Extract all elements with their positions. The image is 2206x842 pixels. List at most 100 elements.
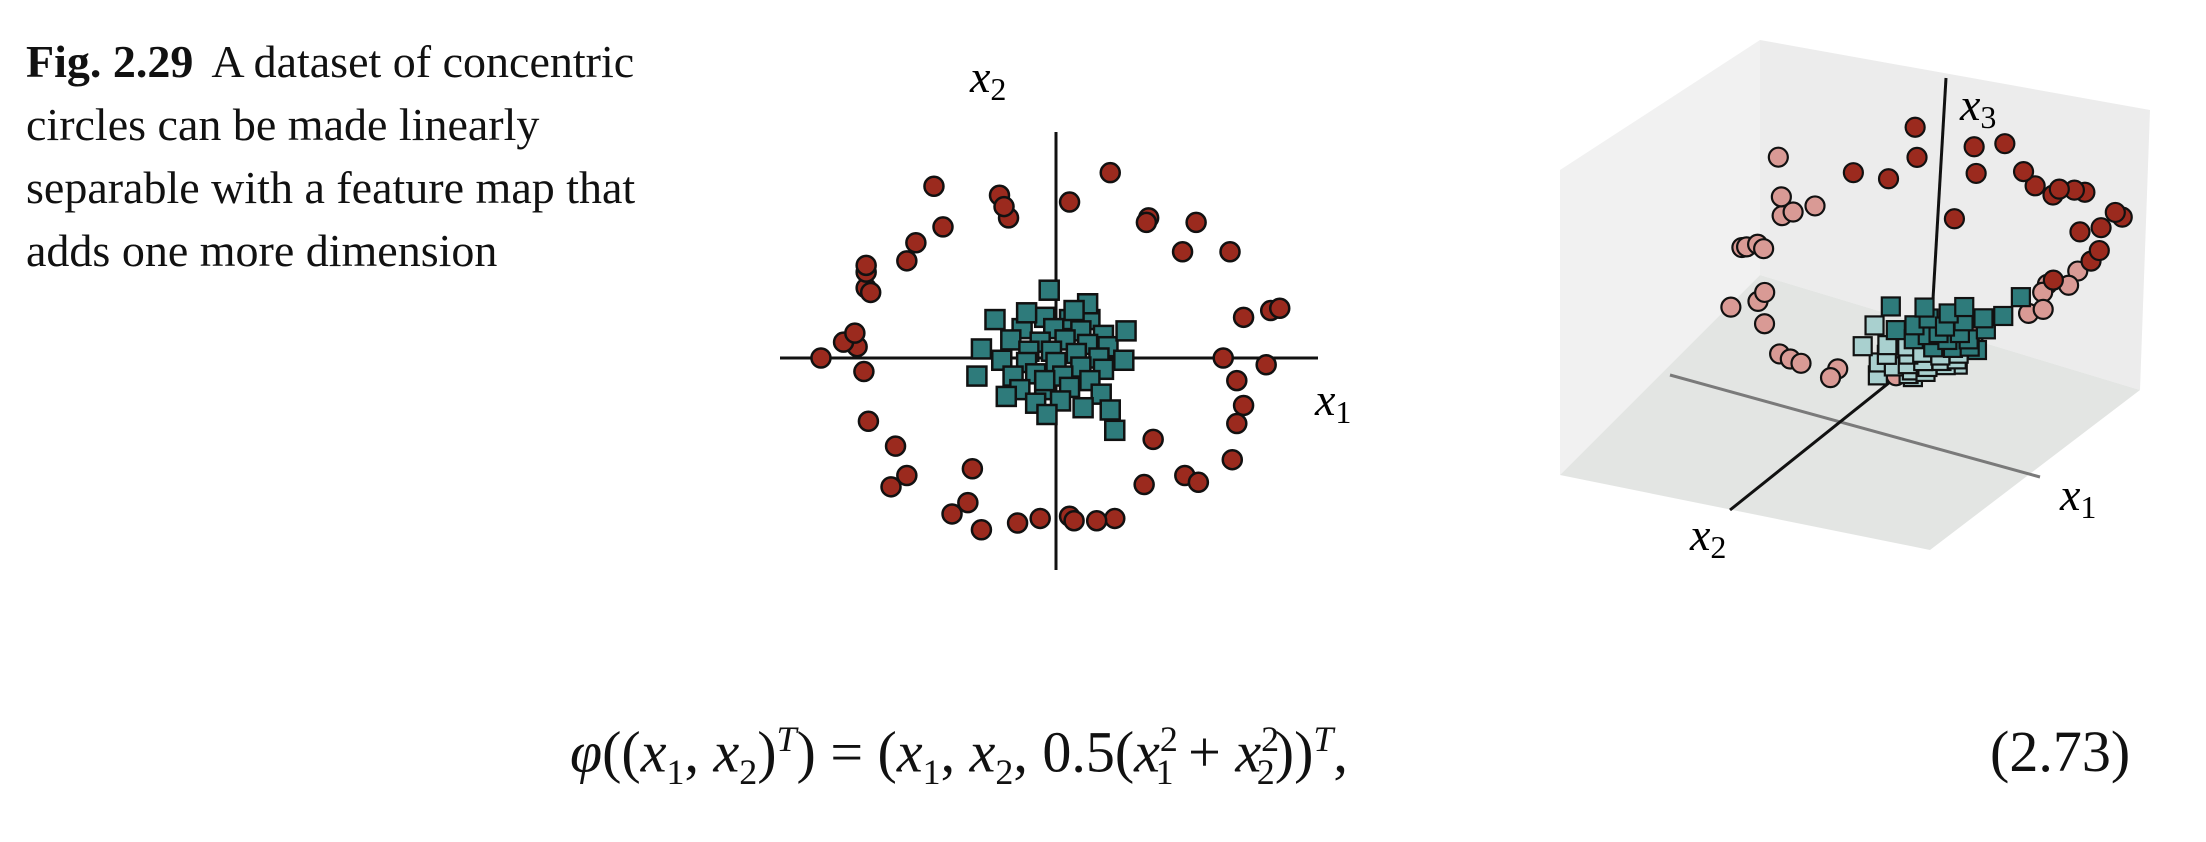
outer-circle-point-34: [844, 322, 866, 344]
inner-square-point-3d-0: [1852, 336, 1873, 357]
outer-circle-point-28: [884, 435, 907, 457]
outer-circle-point-11: [1226, 369, 1248, 392]
inner-square-point-36: [1072, 396, 1094, 419]
inner-square-point-3d-35: [1954, 296, 1975, 318]
outer-circle-point-41: [993, 195, 1015, 218]
outer-circle-point-23: [970, 519, 993, 541]
outer-circle-point-30: [853, 360, 875, 383]
inner-square-point-3d-13: [1864, 315, 1885, 336]
outer-circle-point-3d-27: [1904, 116, 1926, 138]
outer-circle-point-3d-29: [1842, 162, 1864, 184]
outer-circle-point-3d-16: [2104, 201, 2126, 224]
inner-square-point-3d-37: [1993, 305, 2014, 327]
outer-circle-point-12: [1232, 394, 1255, 417]
x1-axis-3d: [1669, 373, 2041, 479]
outer-circle-point-16: [1187, 471, 1210, 494]
outer-circle-point-26: [896, 464, 918, 487]
x3-axis-label-3d: x3: [1959, 79, 1996, 135]
inner-square-point-13: [970, 338, 993, 360]
scatter-plot-2d: x2 x1: [780, 51, 1351, 570]
outer-circle-point-3d-24: [1963, 136, 1985, 158]
outer-circle-point-18: [1104, 507, 1126, 530]
inner-square-point-41: [1033, 369, 1056, 392]
feature-map-equation: φ((x1, x2)T) = (x1, x2, 0.5(x21 + x22))T…: [570, 719, 1348, 792]
scatter-plot-3d: x3 x1 x2: [1560, 40, 2150, 565]
outer-circle-point-13: [1226, 412, 1248, 435]
outer-circle-point-8: [1232, 306, 1255, 329]
outer-circle-point-42: [1058, 191, 1081, 213]
outer-circle-point-3d-28: [1877, 168, 1900, 190]
outer-circle-point-14: [1221, 448, 1244, 471]
outer-circle-point-19: [1085, 509, 1108, 532]
inner-square-point-35: [1036, 403, 1058, 426]
outer-circle-point-37: [896, 250, 918, 272]
inner-square-point-0: [984, 308, 1006, 331]
outer-circle-point-3d-42: [1819, 367, 1842, 389]
inner-square-point-3d-44: [2010, 287, 2031, 308]
outer-circle-point-17: [1133, 473, 1155, 496]
outer-circle-point-44: [1171, 241, 1194, 263]
outer-circle-point-3d-37: [1754, 281, 1776, 304]
inner-square-point-44: [1104, 419, 1126, 442]
outer-circle-point-3d-13: [2088, 239, 2110, 262]
outer-circle-point-3d-25: [1965, 162, 1987, 185]
inner-square-point-8: [1000, 329, 1022, 351]
outer-circle-point-3d-32: [1767, 146, 1789, 168]
outer-circle-point-29: [857, 410, 880, 433]
figure-label: Fig. 2.29: [26, 36, 194, 87]
inner-square-point-3d-19: [1885, 320, 1906, 341]
outer-circle-point-21: [1029, 507, 1051, 530]
inner-square-point-39: [1015, 302, 1038, 324]
inner-square-point-3d-43: [1914, 297, 1935, 318]
outer-circle-point-27: [880, 476, 902, 498]
outer-circle-point-24: [941, 503, 963, 525]
outer-circle-point-3d-17: [2069, 221, 2091, 243]
outer-circle-point-32: [810, 347, 832, 369]
equation-number: (2.73): [1990, 719, 2131, 784]
outer-circle-point-4: [1185, 211, 1207, 234]
inner-square-point-43: [995, 385, 1018, 408]
inner-square-point-18: [1113, 349, 1135, 372]
outer-circle-point-22: [1006, 512, 1029, 534]
outer-circle-point-39: [932, 216, 954, 238]
outer-circle-point-3d-22: [2012, 161, 2035, 183]
x2-axis-label: x2: [969, 51, 1006, 107]
x1-axis-label-3d: x1: [2059, 469, 2096, 525]
outer-circle-point-38: [905, 231, 927, 254]
outer-circle-point-3d-33: [1770, 186, 1792, 208]
outer-circle-point-3d-46: [2048, 178, 2070, 200]
inner-square-point-19: [991, 349, 1013, 372]
outer-circle-point-3d-21: [2024, 175, 2046, 197]
outer-circle-point-3d-30: [1804, 195, 1826, 217]
outer-circle-point-45: [855, 254, 877, 277]
outer-circle-point-3d-31: [1782, 201, 1804, 223]
caption-text: A dataset of concentric circles can be m…: [26, 36, 636, 276]
outer-circle-point-47: [961, 457, 984, 480]
x2-axis-label-3d: x2: [1689, 509, 1726, 565]
outer-circle-point-5: [1219, 241, 1241, 263]
outer-circle-point-3d-49: [1753, 238, 1775, 260]
outer-circle-point-25: [957, 491, 979, 514]
outer-circle-point-3d-9: [2032, 298, 2054, 320]
outer-circle-point-3d-26: [1906, 146, 1928, 168]
outer-circle-point-3d-15: [2090, 217, 2112, 239]
figure-caption: Fig. 2.29 A dataset of concentric circles…: [26, 30, 666, 282]
outer-circle-point-49: [859, 281, 882, 304]
data-points-2d: [810, 161, 1291, 541]
inner-square-point-3d-24: [1880, 296, 1901, 317]
outer-circle-point-10: [1255, 354, 1277, 376]
inner-square-point-24: [966, 365, 988, 387]
data-points-3d: [1720, 116, 2133, 389]
outer-circle-point-3d-40: [1790, 352, 1812, 374]
inner-square-point-37: [1099, 399, 1121, 421]
outer-circle-point-46: [1063, 509, 1085, 532]
inner-square-point-3d-36: [1973, 308, 1994, 329]
outer-circle-point-48: [1142, 428, 1164, 451]
outer-circle-point-3d-0: [1720, 296, 1742, 318]
x1-axis-label: x1: [1314, 374, 1351, 430]
outer-circle-point-3d-39: [1753, 313, 1776, 335]
outer-circle-point-3d-48: [2042, 269, 2064, 291]
back-pane-left: [1560, 40, 1760, 475]
inner-square-point-42: [1063, 299, 1085, 322]
outer-circle-point-43: [1135, 211, 1158, 234]
